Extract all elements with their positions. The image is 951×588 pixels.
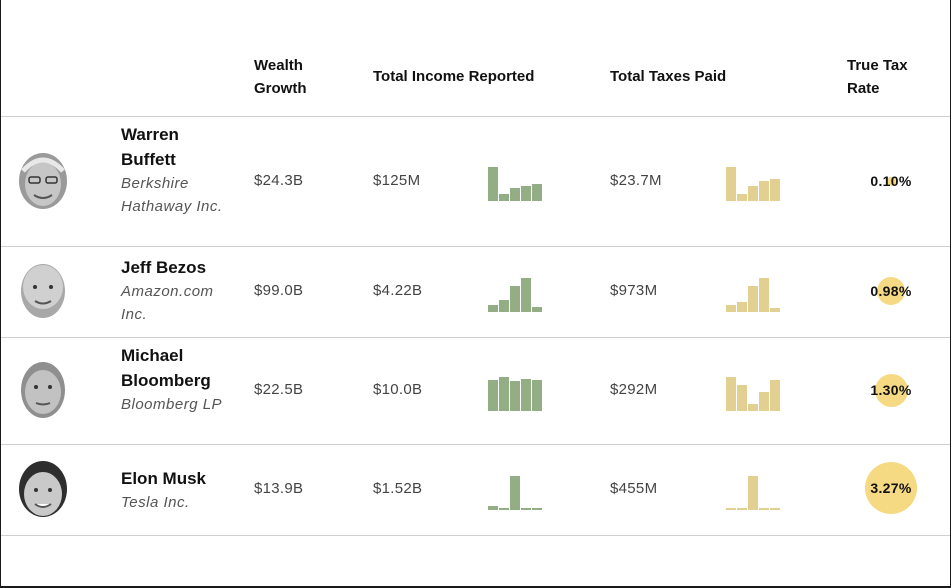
person-name: Elon Musk Tesla Inc. bbox=[121, 466, 231, 514]
sparkline-bar bbox=[499, 508, 509, 510]
sparkline-bar bbox=[748, 186, 758, 201]
sparkline-bar bbox=[737, 302, 747, 312]
person-name: Warren Buffett Berkshire Hathaway Inc. bbox=[121, 122, 231, 218]
income-value: $4.22B bbox=[373, 282, 423, 299]
rate-cell: 3.27% bbox=[861, 458, 921, 518]
rate-bubble bbox=[865, 462, 917, 514]
sparkline-bar bbox=[532, 508, 542, 510]
sparkline-bar bbox=[488, 305, 498, 312]
header-total-income[interactable]: Total Income Reported bbox=[373, 68, 535, 85]
taxes-value: $23.7M bbox=[610, 172, 662, 189]
sparkline-bar bbox=[770, 179, 780, 201]
sparkline-bar bbox=[488, 380, 498, 411]
sparkline-bar bbox=[726, 377, 736, 411]
avatar-elon-musk bbox=[19, 461, 67, 517]
sparkline-bar bbox=[532, 380, 542, 411]
wealth-growth-value: $99.0B bbox=[254, 282, 304, 299]
company-name: Bloomberg LP bbox=[121, 396, 223, 413]
sparkline-bar bbox=[770, 380, 780, 411]
rate-bubble bbox=[877, 277, 905, 305]
sparkline-bar bbox=[759, 508, 769, 510]
sparkline-bar bbox=[521, 278, 531, 312]
income-value: $1.52B bbox=[373, 480, 423, 497]
sparkline-bar bbox=[521, 508, 531, 510]
income-sparkline bbox=[488, 375, 542, 412]
company-name: Tesla Inc. bbox=[121, 494, 190, 511]
header-wealth-growth[interactable]: Wealth Growth bbox=[254, 57, 307, 97]
header-total-taxes[interactable]: Total Taxes Paid bbox=[610, 68, 727, 85]
rate-cell: 0.98% bbox=[861, 261, 921, 321]
sparkline-bar bbox=[759, 181, 769, 201]
sparkline-bar bbox=[510, 476, 520, 510]
sparkline-bar bbox=[532, 184, 542, 201]
sparkline-bar bbox=[726, 167, 736, 201]
sparkline-bar bbox=[510, 188, 520, 201]
table-row: Warren Buffett Berkshire Hathaway Inc. $… bbox=[1, 117, 950, 247]
header-true-tax-rate[interactable]: True Tax Rate bbox=[847, 57, 908, 97]
rate-cell: 1.30% bbox=[861, 360, 921, 420]
table-row: Jeff Bezos Amazon.com Inc. $99.0B $4.22B… bbox=[1, 247, 950, 338]
rate-bubble bbox=[874, 373, 908, 407]
sparkline-bar bbox=[748, 286, 758, 312]
sparkline-bar bbox=[532, 307, 542, 312]
taxes-value: $455M bbox=[610, 480, 658, 497]
income-value: $10.0B bbox=[373, 381, 423, 398]
person-name: Michael Bloomberg Bloomberg LP bbox=[121, 343, 231, 416]
rate-cell: 0.10% bbox=[861, 151, 921, 211]
table-row: Elon Musk Tesla Inc. $13.9B $1.52B $455M… bbox=[1, 445, 950, 536]
true-tax-rate-value: 0.98% bbox=[870, 283, 912, 299]
income-sparkline bbox=[488, 165, 542, 202]
true-tax-rate-value: 1.30% bbox=[870, 382, 912, 398]
taxes-sparkline bbox=[726, 276, 780, 313]
taxes-sparkline bbox=[726, 375, 780, 412]
company-name: Berkshire Hathaway Inc. bbox=[121, 175, 223, 215]
wealth-growth-value: $13.9B bbox=[254, 480, 304, 497]
sparkline-bar bbox=[759, 392, 769, 411]
sparkline-bar bbox=[499, 377, 509, 411]
avatar-jeff-bezos bbox=[21, 264, 65, 318]
table-row: Michael Bloomberg Bloomberg LP $22.5B $1… bbox=[1, 338, 950, 445]
sparkline-bar bbox=[499, 194, 509, 201]
true-tax-rate-value: 3.27% bbox=[870, 480, 912, 496]
sparkline-bar bbox=[770, 308, 780, 312]
income-sparkline bbox=[488, 474, 542, 511]
sparkline-bar bbox=[510, 381, 520, 411]
rate-bubble bbox=[886, 176, 896, 186]
sparkline-bar bbox=[521, 379, 531, 411]
company-name: Amazon.com Inc. bbox=[121, 283, 214, 323]
avatar-warren-buffett bbox=[19, 153, 67, 209]
income-value: $125M bbox=[373, 172, 421, 189]
sparkline-bar bbox=[726, 508, 736, 510]
sparkline-bar bbox=[499, 300, 509, 312]
sparkline-bar bbox=[488, 167, 498, 201]
sparkline-bar bbox=[737, 194, 747, 201]
sparkline-bar bbox=[770, 508, 780, 510]
taxes-value: $292M bbox=[610, 381, 658, 398]
sparkline-bar bbox=[521, 186, 531, 201]
wealth-growth-value: $24.3B bbox=[254, 172, 304, 189]
person-name: Jeff Bezos Amazon.com Inc. bbox=[121, 255, 231, 326]
sparkline-bar bbox=[737, 508, 747, 510]
wealth-growth-value: $22.5B bbox=[254, 381, 304, 398]
taxes-value: $973M bbox=[610, 282, 658, 299]
avatar-michael-bloomberg bbox=[21, 362, 65, 418]
true-tax-rate-value: 0.10% bbox=[870, 173, 912, 189]
sparkline-bar bbox=[748, 476, 758, 510]
table-header: Wealth Growth Total Income Reported Tota… bbox=[1, 0, 950, 117]
sparkline-bar bbox=[726, 305, 736, 312]
taxes-sparkline bbox=[726, 474, 780, 511]
sparkline-bar bbox=[759, 278, 769, 312]
sparkline-bar bbox=[748, 404, 758, 411]
income-sparkline bbox=[488, 276, 542, 313]
sparkline-bar bbox=[488, 506, 498, 510]
sparkline-bar bbox=[510, 286, 520, 312]
taxes-sparkline bbox=[726, 165, 780, 202]
sparkline-bar bbox=[737, 385, 747, 411]
